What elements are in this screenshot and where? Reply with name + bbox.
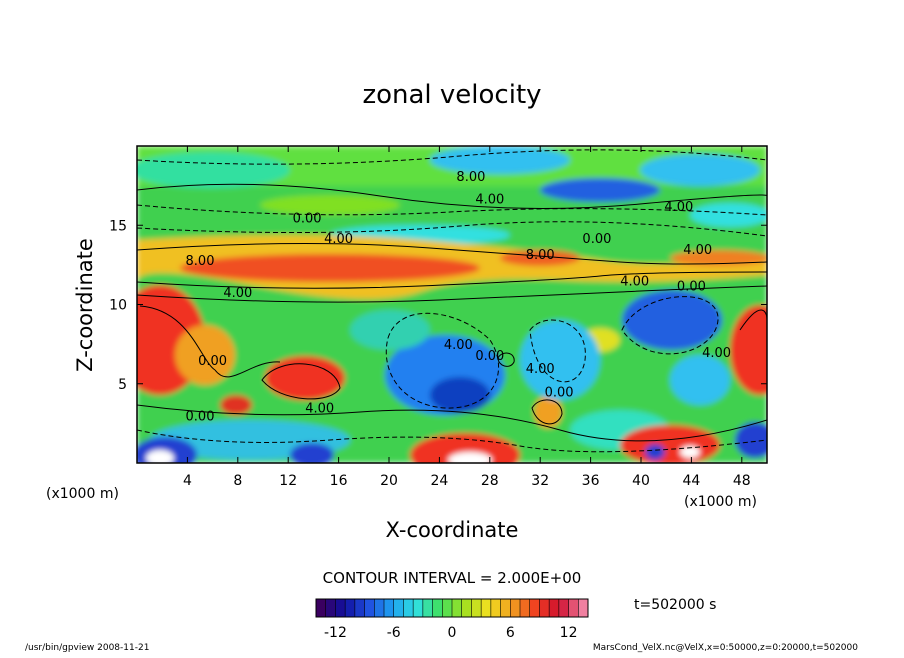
contour-label: 8.00 xyxy=(456,170,485,185)
colorbar-segment xyxy=(549,599,560,617)
contour-label: 4.00 xyxy=(526,362,555,377)
contour-label: 4.00 xyxy=(305,402,334,417)
colorbar-segment xyxy=(364,599,375,617)
colorbar-segment xyxy=(354,599,366,617)
colorbar-segment xyxy=(335,599,346,617)
x-tick-label: 12 xyxy=(279,473,297,489)
x-axis-ticks: 4 8 12 16 20 24 28 32 36 40 44 48 xyxy=(183,146,751,489)
contour-label: 4.00 xyxy=(620,275,649,290)
colorbar xyxy=(315,598,589,618)
colorbar-segment xyxy=(452,599,463,617)
colorbar-tick-label: 0 xyxy=(448,625,457,641)
contour-label: 4.00 xyxy=(475,192,504,207)
y-tick-label: 5 xyxy=(118,377,127,393)
x-tick-label: 8 xyxy=(233,473,242,489)
contour-label: 0.00 xyxy=(475,349,504,364)
x-unit-right: (x1000 m) xyxy=(684,494,757,510)
chart-title: zonal velocity xyxy=(362,80,541,110)
contour-label: 8.00 xyxy=(526,248,555,263)
contour-labels: 8.004.004.000.004.00 0.004.008.00 8.004.00… xyxy=(186,170,732,424)
time-label: t=502000 s xyxy=(634,597,716,613)
colorbar-segment xyxy=(432,599,443,617)
colorbar-segment xyxy=(520,599,531,617)
x-tick-label: 20 xyxy=(380,473,398,489)
colorbar-segment xyxy=(345,599,356,617)
colorbar-segment xyxy=(481,599,492,617)
contour-label: 0.00 xyxy=(677,279,706,294)
x-axis-label: X-coordinate xyxy=(386,518,519,542)
colorbar-segment xyxy=(422,599,434,617)
colorbar-segment xyxy=(568,599,579,617)
colorbar-segment xyxy=(510,599,521,617)
colorbar-segment xyxy=(403,599,414,617)
x-tick-label: 28 xyxy=(481,473,499,489)
colorbar-segment xyxy=(471,599,482,617)
x-tick-label: 48 xyxy=(733,473,751,489)
colorbar-segment xyxy=(529,599,540,617)
colorbar-segment xyxy=(384,599,395,617)
contour-label: 0.00 xyxy=(545,386,574,401)
colorbar-tick-label: -6 xyxy=(387,625,401,641)
contour-label: 0.00 xyxy=(582,232,611,247)
colorbar-segment xyxy=(490,599,502,617)
colorbar-segment xyxy=(325,599,336,617)
y-axis-ticks: 5 10 15 xyxy=(109,218,767,393)
colorbar-segment xyxy=(539,599,550,617)
colorbar-segment xyxy=(500,599,511,617)
contour-label: 0.00 xyxy=(198,354,227,369)
colorbar-segment xyxy=(558,599,570,617)
x-tick-label: 36 xyxy=(582,473,600,489)
x-tick-label: 40 xyxy=(632,473,650,489)
y-tick-label: 15 xyxy=(109,218,127,234)
contour-label: 0.00 xyxy=(293,211,322,226)
colorbar-frame xyxy=(315,598,589,618)
contour-interval: CONTOUR INTERVAL = 2.000E+00 xyxy=(323,569,582,587)
contour-label: 4.00 xyxy=(702,346,731,361)
contour-label: 4.00 xyxy=(324,232,353,247)
colorbar-segment xyxy=(393,599,404,617)
colorbar-segment xyxy=(442,599,453,617)
colorbar-tick-label: 12 xyxy=(560,625,578,641)
contour-label: 4.00 xyxy=(683,243,712,258)
x-tick-label: 44 xyxy=(682,473,700,489)
contour-label: 4.00 xyxy=(664,200,693,215)
colorbar-segment xyxy=(461,599,472,617)
contour-label: 4.00 xyxy=(223,286,252,301)
colorbar-segment xyxy=(578,599,589,617)
colorbar-segment xyxy=(413,599,424,617)
y-tick-label: 10 xyxy=(109,298,127,314)
contour-label: 4.00 xyxy=(444,338,473,353)
contour-label: 8.00 xyxy=(186,254,215,269)
footer-right: MarsCond_VelX.nc@VelX,x=0:50000,z=0:2000… xyxy=(593,643,858,653)
x-tick-label: 32 xyxy=(531,473,549,489)
y-axis-label: Z-coordinate xyxy=(73,238,97,372)
x-tick-label: 16 xyxy=(330,473,348,489)
x-tick-label: 4 xyxy=(183,473,192,489)
x-unit-left: (x1000 m) xyxy=(46,486,119,502)
footer-left: /usr/bin/gpview 2008-11-21 xyxy=(25,643,149,653)
colorbar-ticks: -12 -6 0 6 12 xyxy=(324,625,577,641)
colorbar-tick-label: -12 xyxy=(324,625,347,641)
heatmap-field xyxy=(137,146,767,463)
colorbar-tick-label: 6 xyxy=(506,625,515,641)
x-tick-label: 24 xyxy=(430,473,448,489)
contour-label: 0.00 xyxy=(186,409,215,424)
colorbar-segment xyxy=(316,599,327,617)
colorbar-segment xyxy=(374,599,385,617)
